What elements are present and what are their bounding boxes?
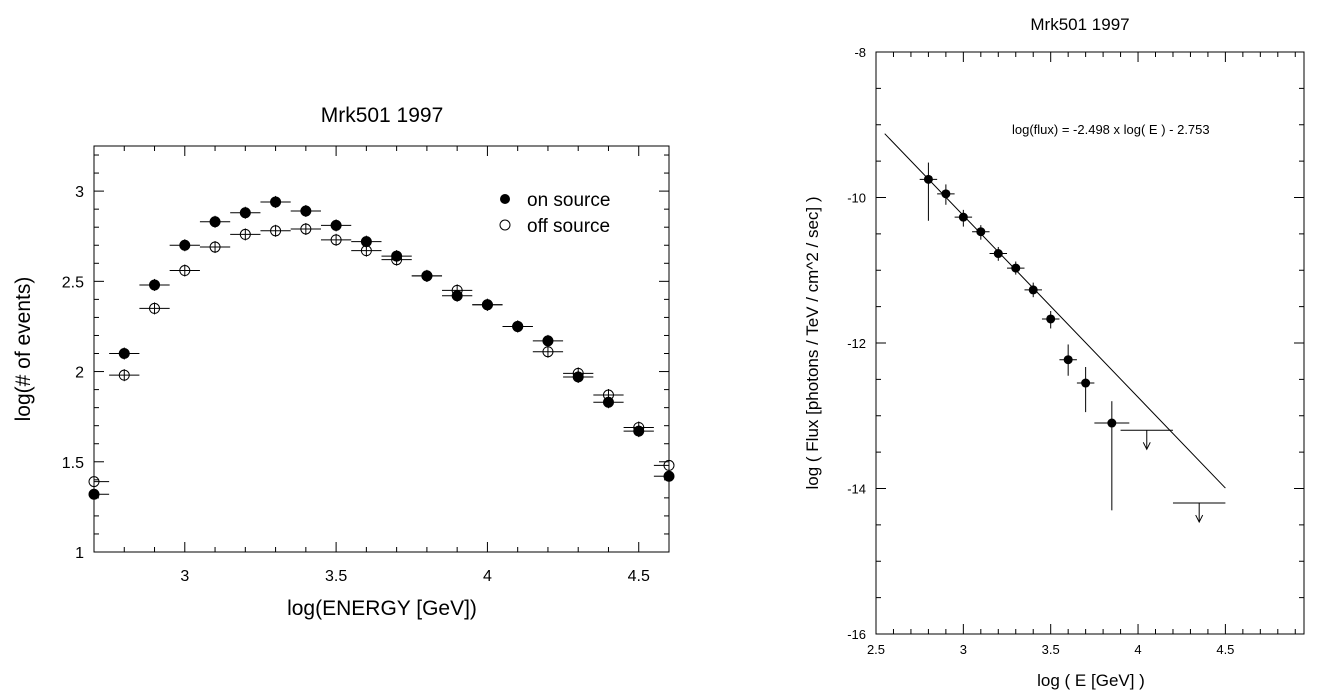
- fit-line: [884, 133, 1226, 489]
- right-y-tick-label: -12: [847, 336, 866, 351]
- off-source-point: [270, 225, 282, 237]
- on-source-point: [179, 239, 191, 251]
- left-legend: on source off source: [499, 190, 610, 237]
- right-x-tick-label: 3.5: [1042, 642, 1060, 657]
- left-tick-marks: [94, 146, 670, 553]
- on-source-point: [149, 279, 161, 291]
- right-plot-frame: [875, 51, 1305, 635]
- right-x-tick-label: 4.5: [1216, 642, 1234, 657]
- flux-point: [958, 212, 968, 222]
- off-source-point: [451, 284, 463, 296]
- flux-point: [941, 189, 951, 199]
- off-source-point: [602, 389, 614, 401]
- left-tick-labels: 3 3.5 4 4.5 1 1.5 2 2.5 3: [62, 184, 650, 585]
- left-y-tick-label: 1.5: [62, 455, 84, 472]
- on-source-point: [88, 488, 100, 500]
- off-source-point: [300, 223, 312, 235]
- right-y-tick-label: -14: [847, 482, 866, 497]
- flux-point: [1107, 418, 1117, 428]
- off-source-point: [149, 302, 161, 314]
- left-x-tick-label: 4.5: [628, 568, 650, 585]
- right-y-tick-label: -10: [847, 191, 866, 206]
- right-x-axis-label: log ( E [GeV] ): [1037, 671, 1145, 690]
- off-source-point: [88, 476, 100, 488]
- left-plot-frame: [93, 145, 670, 553]
- right-y-axis-label: log ( Flux [photons / TeV / cm^2 / sec] …: [803, 196, 822, 489]
- on-source-point: [663, 470, 675, 482]
- right-data-marks: [919, 162, 1130, 511]
- right-x-tick-label: 4: [1134, 642, 1141, 657]
- legend-label-off-source: off source: [527, 216, 610, 237]
- right-y-tick-label: -16: [847, 627, 866, 642]
- off-source-point: [118, 369, 130, 381]
- legend-label-on-source: on source: [527, 190, 610, 211]
- off-source-point: [633, 421, 645, 433]
- on-source-point: [239, 207, 251, 219]
- upper-limit-arrow: [1142, 442, 1151, 451]
- off-source-point: [179, 265, 191, 277]
- left-x-tick-label: 3.5: [325, 568, 347, 585]
- on-source-point: [209, 216, 221, 228]
- off-source-point: [209, 241, 221, 253]
- off-source-point: [330, 234, 342, 246]
- left-y-tick-label: 1: [75, 545, 84, 562]
- left-y-tick-label: 2: [75, 365, 84, 382]
- off-source-point: [542, 346, 554, 358]
- off-source-point: [572, 367, 584, 379]
- flux-point: [1046, 314, 1056, 324]
- left-chart-title: Mrk501 1997: [321, 104, 444, 127]
- left-x-tick-label: 3: [180, 568, 189, 585]
- flux-point: [1028, 285, 1038, 295]
- left-x-axis-label: log(ENERGY [GeV]): [287, 597, 477, 620]
- legend-marker-off-source: [499, 219, 511, 231]
- left-x-tick-label: 4: [483, 568, 492, 585]
- on-source-point: [542, 335, 554, 347]
- left-y-axis-label: log(# of events): [12, 277, 35, 422]
- off-source-point: [360, 245, 372, 257]
- left-chart: Mrk501 1997 3 3.5 4 4.5 1 1.5 2 2.5 3 on source …: [12, 104, 675, 620]
- left-data-marks: [88, 195, 675, 501]
- on-source-point: [330, 219, 342, 231]
- on-source-point: [300, 205, 312, 217]
- right-x-tick-label: 2.5: [867, 642, 885, 657]
- upper-limit-arrow: [1195, 514, 1204, 524]
- off-source-point: [481, 299, 493, 311]
- flux-point: [993, 249, 1003, 259]
- flux-point: [923, 174, 933, 184]
- right-upper-limits: [1120, 429, 1226, 524]
- right-fit-line-group: [884, 133, 1226, 489]
- on-source-point: [118, 348, 130, 360]
- right-tick-labels: 2.5 3 3.5 4 4.5 -16 -14 -12 -10 -8: [847, 45, 1234, 657]
- flux-point: [1063, 355, 1073, 365]
- flux-point: [1081, 378, 1091, 388]
- off-source-point: [663, 459, 675, 471]
- right-y-tick-label: -8: [854, 45, 866, 60]
- left-y-tick-label: 3: [75, 184, 84, 201]
- left-y-tick-label: 2.5: [62, 274, 84, 291]
- right-chart-title: Mrk501 1997: [1030, 15, 1129, 34]
- right-chart: Mrk501 1997 2.5 3 3.5 4 4.5 -16 -14 -12 -10 -8 lo…: [803, 15, 1305, 690]
- off-source-point: [391, 254, 403, 266]
- legend-marker-on-source: [500, 194, 510, 204]
- off-source-point: [239, 228, 251, 240]
- off-source-point: [512, 320, 524, 332]
- right-x-tick-label: 3: [960, 642, 967, 657]
- flux-point: [976, 227, 986, 237]
- right-tick-marks: [875, 51, 1304, 635]
- off-source-point: [421, 270, 433, 282]
- flux-point: [1011, 263, 1021, 273]
- on-source-point: [270, 196, 282, 208]
- fit-annotation: log(flux) = -2.498 x log( E ) - 2.753: [1012, 122, 1210, 137]
